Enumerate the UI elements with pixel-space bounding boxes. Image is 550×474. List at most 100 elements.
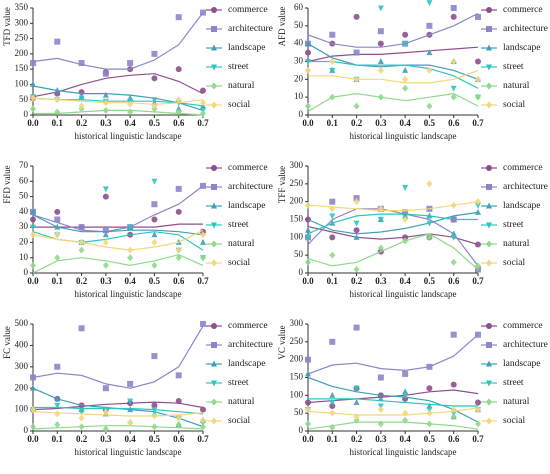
point <box>305 40 311 47</box>
legend-marker <box>486 240 492 248</box>
point <box>353 385 360 392</box>
point <box>475 262 481 270</box>
point <box>377 66 384 74</box>
point <box>475 198 481 206</box>
point <box>402 234 409 241</box>
point <box>54 395 61 402</box>
point <box>475 93 481 101</box>
y-tick-label: 100 <box>15 78 29 88</box>
point <box>475 241 481 248</box>
trend-line <box>308 398 478 407</box>
y-tick-label: 0 <box>299 425 304 435</box>
x-tick-label: 0.6 <box>448 434 460 444</box>
y-tick-label: 50 <box>19 191 29 201</box>
point <box>200 109 206 117</box>
point <box>54 87 61 94</box>
y-tick-label: 150 <box>290 372 304 382</box>
legend-label: street <box>503 62 524 72</box>
point <box>305 66 311 74</box>
legend-label: landscape <box>228 359 265 369</box>
x-tick-label: 0.1 <box>52 276 64 286</box>
y-tick-label: 50 <box>294 407 304 417</box>
point <box>475 399 481 406</box>
legend-label: landscape <box>503 43 540 53</box>
legend-marker <box>486 7 492 13</box>
point <box>329 205 336 213</box>
x-tick-label: 0.1 <box>327 118 339 128</box>
panel: 0 50 100 150 200 250 300 0.0 0.1 0.2 0.3 0.4 0.5 0.6 0… <box>277 160 548 299</box>
x-axis-title: historical linguistic landscape <box>75 131 182 141</box>
y-tick-label: 20 <box>294 73 304 83</box>
point <box>200 231 206 239</box>
point <box>30 374 36 381</box>
point <box>127 398 134 405</box>
x-tick-label: 0.4 <box>400 434 412 444</box>
y-tick-label: 400 <box>15 339 29 349</box>
legend-marker <box>486 44 492 51</box>
x-tick-label: 0.3 <box>100 434 112 444</box>
point <box>475 13 481 20</box>
legend-marker <box>211 323 217 329</box>
y-tick-label: 200 <box>15 382 29 392</box>
x-tick-label: 0.2 <box>76 276 88 286</box>
point <box>329 251 336 259</box>
point <box>175 254 182 262</box>
point <box>329 423 336 431</box>
y-tick-label: 40 <box>19 206 29 216</box>
point <box>78 102 85 110</box>
x-tick-label: 0.0 <box>302 276 314 286</box>
trend-line <box>32 97 204 105</box>
point <box>30 105 36 113</box>
trend-line <box>307 46 479 63</box>
point <box>200 423 206 431</box>
y-tick-label: 100 <box>290 389 304 399</box>
point <box>475 208 481 215</box>
point <box>426 0 433 7</box>
trend-line <box>308 69 479 84</box>
legend-label: natural <box>503 81 530 91</box>
point <box>127 100 134 108</box>
legend-label: social <box>503 416 526 426</box>
trend-line <box>307 213 478 235</box>
trend-line <box>307 226 479 246</box>
legend-marker <box>211 82 217 90</box>
point <box>475 420 481 428</box>
legend-label: commerce <box>228 5 268 15</box>
point <box>102 106 109 114</box>
point <box>450 5 457 11</box>
legend-marker <box>211 259 217 267</box>
trend-line <box>32 185 204 233</box>
point <box>329 338 336 345</box>
x-tick-label: 0.3 <box>375 276 387 286</box>
point <box>151 50 158 57</box>
point <box>305 399 311 406</box>
y-axis-title: FFD value <box>2 165 12 203</box>
legend-label: landscape <box>228 201 265 211</box>
panel: 0 10 20 30 40 50 60 0.0 0.1 0.2 0.3 0.4 0.5 0.6 0.7 his… <box>277 0 548 141</box>
y-tick-label: 50 <box>294 20 304 30</box>
x-tick-label: 0.4 <box>400 118 412 128</box>
trend-line <box>33 223 203 228</box>
point <box>377 244 384 252</box>
x-tick-label: 0.4 <box>125 276 137 286</box>
y-tick-label: 70 <box>19 160 29 170</box>
trend-line <box>307 334 479 375</box>
point <box>78 238 85 246</box>
point <box>175 208 182 215</box>
legend-label: architecture <box>503 340 548 350</box>
panel: 0 50 100 150 200 250 300 0.0 0.1 0.2 0.3 0.4 0.5 0.6 0… <box>277 318 548 457</box>
point <box>402 370 409 377</box>
trend-line <box>307 211 479 235</box>
y-tick-label: 30 <box>294 56 304 66</box>
y-tick-label: 300 <box>15 17 29 27</box>
point <box>426 220 433 227</box>
point <box>353 416 360 424</box>
x-tick-label: 0.1 <box>52 118 64 128</box>
point <box>353 75 360 83</box>
point <box>450 381 457 388</box>
trend-line <box>307 12 479 48</box>
point <box>402 388 409 395</box>
legend-marker <box>486 398 492 406</box>
y-tick-label: 10 <box>294 91 304 101</box>
legend-label: natural <box>503 239 530 249</box>
